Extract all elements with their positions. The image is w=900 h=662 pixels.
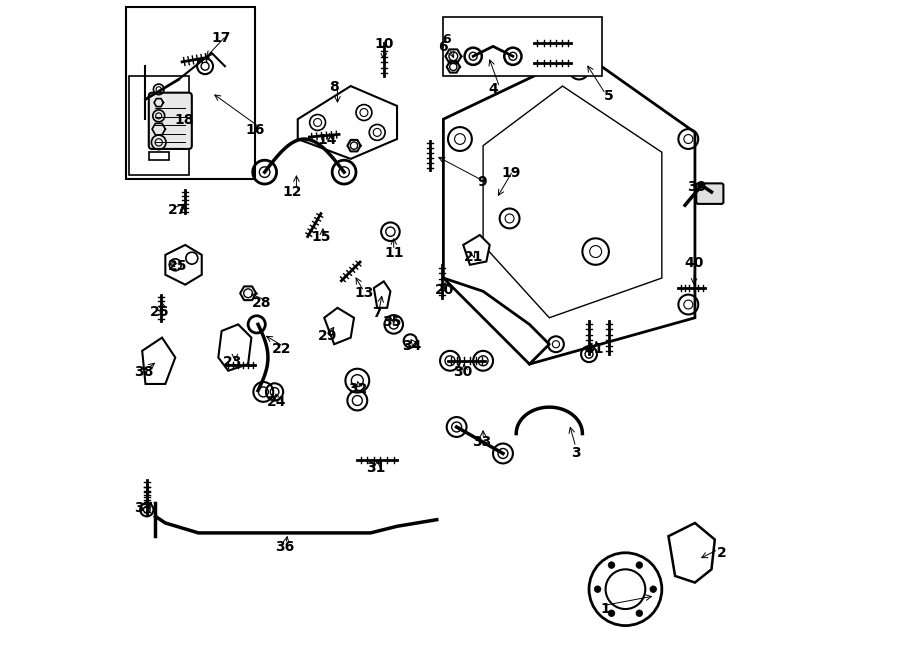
FancyBboxPatch shape [148,93,192,149]
Text: 22: 22 [272,342,291,356]
Text: 5: 5 [604,89,614,103]
Text: 20: 20 [435,283,454,297]
Text: 12: 12 [283,185,302,199]
Text: 6: 6 [438,40,447,54]
Polygon shape [166,245,202,285]
Text: 11: 11 [384,246,403,260]
Text: 39: 39 [687,179,706,194]
Circle shape [608,610,615,616]
Text: 32: 32 [347,381,367,396]
Circle shape [636,610,643,616]
Text: 30: 30 [454,365,473,379]
Polygon shape [464,235,490,265]
Circle shape [636,562,643,569]
Text: 37: 37 [134,500,154,515]
Text: 29: 29 [318,328,338,343]
Text: 36: 36 [274,540,294,555]
Circle shape [650,586,656,592]
Text: 40: 40 [684,256,703,270]
Text: 16: 16 [245,123,265,138]
Text: 23: 23 [223,355,243,369]
Text: 28: 28 [252,295,271,310]
Polygon shape [374,281,391,308]
Text: 41: 41 [585,342,604,356]
Text: 38: 38 [134,365,154,379]
Text: 31: 31 [366,461,385,475]
Text: 17: 17 [212,30,231,45]
Text: 26: 26 [150,305,170,320]
Text: 27: 27 [167,203,187,217]
Text: 33: 33 [472,434,491,449]
Bar [129,76,188,175]
Circle shape [608,562,615,569]
Circle shape [594,586,601,592]
Text: 7: 7 [373,306,382,320]
Polygon shape [298,86,397,159]
Text: 35: 35 [382,315,401,330]
Bar [444,17,602,76]
Text: 2: 2 [716,545,726,560]
Text: 24: 24 [266,395,286,410]
Text: 10: 10 [374,37,393,52]
Polygon shape [669,523,715,583]
Text: 25: 25 [167,259,187,273]
Text: 6: 6 [443,33,451,46]
Polygon shape [219,324,251,371]
Polygon shape [324,308,354,344]
Text: 19: 19 [502,166,521,181]
Polygon shape [444,53,695,364]
Polygon shape [142,338,176,384]
Text: 21: 21 [464,250,483,264]
Text: 1: 1 [600,602,610,616]
Text: 14: 14 [318,133,338,148]
Text: 4: 4 [488,82,498,97]
Text: 8: 8 [329,80,339,95]
FancyBboxPatch shape [697,183,724,204]
Text: 34: 34 [402,338,421,353]
Text: 3: 3 [571,446,580,461]
Text: 18: 18 [174,113,194,128]
Text: 15: 15 [311,230,330,244]
Polygon shape [483,86,662,318]
Text: 13: 13 [355,285,374,300]
Text: 9: 9 [477,175,487,189]
Bar [126,7,255,179]
Bar [148,152,168,160]
